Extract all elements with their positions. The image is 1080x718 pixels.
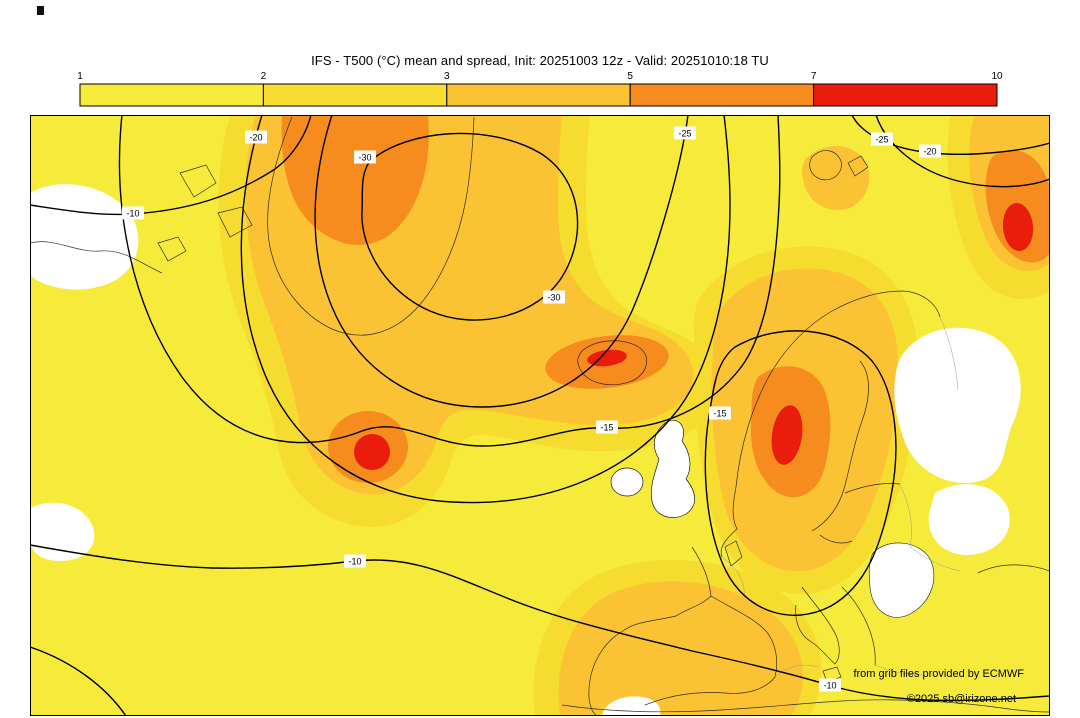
contour-label: -20 [923,147,936,157]
map-border [30,115,1050,716]
contour-label: -10 [126,209,139,219]
labrador-coast [30,241,163,274]
colorbar-segment-3-5 [446,83,631,107]
africa-coast [561,699,1050,713]
norway-south-coast [720,486,738,558]
greenland-coast [267,116,475,336]
colorbar-segment-1-2 [79,83,264,107]
colorbar-tick: 10 [991,71,1003,82]
colorbar-segment-2-3 [262,83,448,107]
scandinavia-coast [735,290,941,488]
spread-7-10-region [354,203,1034,470]
contour-minus15 [118,115,781,447]
sicily-coast [822,666,842,683]
chart-title: IFS - T500 (°C) mean and spread, Init: 2… [311,53,769,68]
corner-mark [37,6,44,15]
svalbard-coast [809,150,869,181]
denmark-coast [724,540,743,567]
coastlines [30,116,1050,716]
map-frame: -10 -10 -10 -15 -15 -20 -20 -25 -25 -30 … [30,115,1050,716]
adriatic-coast [841,586,876,666]
country-borders [721,316,961,678]
weather-map: -10 -10 -10 -15 -15 -20 -20 -25 -25 -30 … [30,115,1050,716]
contour-minus30 [361,132,579,321]
contour-label: -10 [823,681,836,691]
spread-lt1-region [30,184,1021,716]
colorbar-segment-7-10 [813,83,998,107]
contour-label: -20 [249,133,262,143]
spread-colorbar: 1 2 3 5 7 10 [77,71,1003,107]
contour-label: -15 [713,409,726,419]
contour-minus25 [314,115,689,408]
iceland-coast [577,340,647,386]
spain-med-coast [644,595,778,706]
copyright-credit: ©2025 sb@irizone.net [906,693,1016,705]
greece-region [868,542,935,618]
colorbar-tick: 5 [627,71,633,82]
black-sea-coast [977,564,1050,574]
contour-label: -25 [875,135,888,145]
contour-labels: -10 -10 -10 -15 -15 -20 -20 -25 -25 -30 … [122,126,941,692]
contour-minus10-north [30,115,312,216]
contour-minus15-closed [704,330,897,616]
gulf-of-finland-coast [819,483,901,544]
colorbar-tick: 1 [77,71,83,82]
colorbar-tick: 7 [811,71,817,82]
contour-minus20 [240,115,731,504]
uk-landmass [650,419,695,518]
colorbar-tick: 2 [261,71,267,82]
baltic-coast [811,360,869,532]
colorbar-segment-5-7 [629,83,815,107]
france-iberia-coast [588,546,712,716]
contour-sw-corner [30,646,127,716]
contour-label: -25 [678,129,691,139]
contour-label: -10 [348,557,361,567]
data-source-credit: from grib files provided by ECMWF [853,668,1024,680]
arctic-islands-coast [157,164,253,262]
ireland-landmass [610,467,644,497]
italy-coast [795,586,840,665]
colorbar-tick: 3 [444,71,450,82]
contour-label: -15 [600,423,613,433]
contour-label: -30 [358,153,371,163]
contour-label: -30 [547,293,560,303]
